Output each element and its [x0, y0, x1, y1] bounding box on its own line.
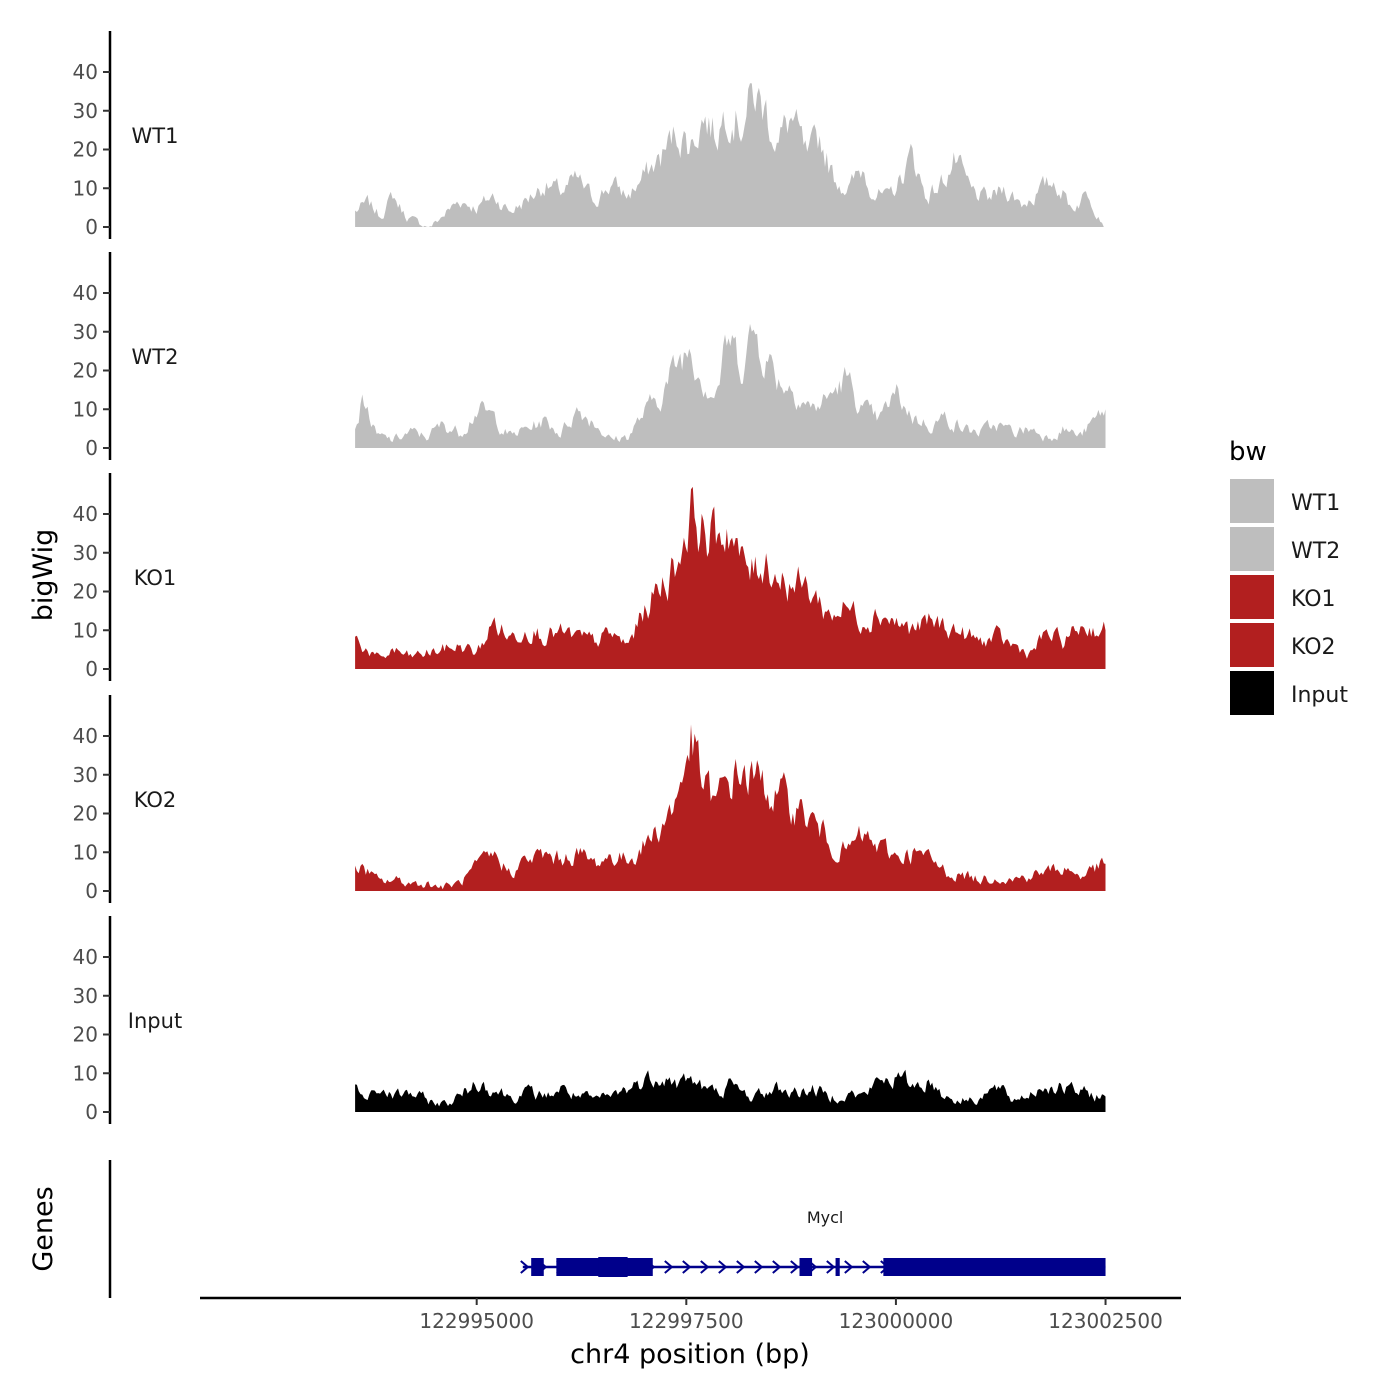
track-label-wt1: WT1 [132, 124, 179, 148]
y-tick-label: 20 [73, 1023, 98, 1047]
strand-arrow [754, 1260, 764, 1274]
gene-exon [835, 1258, 840, 1276]
y-tick-label: 0 [85, 657, 98, 681]
x-axis-title: chr4 position (bp) [570, 1339, 810, 1370]
track-label-wt2: WT2 [132, 345, 179, 369]
strand-arrow [664, 1260, 674, 1274]
y-tick-label: 10 [73, 840, 98, 864]
track-wt2: 0 10 20 30 40 WT2 [73, 252, 1106, 460]
genes-panel-title: Genes [28, 1186, 59, 1271]
legend-label-input: Input [1291, 683, 1348, 708]
legend-key-input [1230, 671, 1274, 715]
track-label-input: Input [128, 1009, 182, 1033]
y-tick-label: 40 [73, 502, 98, 526]
track-ko1: 0 10 20 30 40 KO1 [73, 473, 1106, 681]
legend-label-ko2: KO2 [1291, 635, 1336, 660]
y-tick-label: 20 [73, 580, 98, 604]
y-tick-label: 10 [73, 618, 98, 642]
gene-panel: Mycl [108, 1160, 1106, 1298]
strand-arrow [862, 1260, 872, 1274]
y-tick-label: 30 [73, 99, 98, 123]
signal-area-wt1 [355, 83, 1106, 227]
y-tick-label: 20 [73, 802, 98, 826]
y-tick-label: 20 [73, 138, 98, 162]
track-label-ko1: KO1 [134, 566, 177, 590]
track-label-ko2: KO2 [134, 788, 177, 812]
y-tick-label: 0 [85, 436, 98, 460]
y-tick-label: 40 [73, 945, 98, 969]
strand-arrow [844, 1260, 854, 1274]
gene-exon [531, 1258, 544, 1276]
y-tick-label: 10 [73, 176, 98, 200]
y-tick-label: 40 [73, 281, 98, 305]
legend-key-wt1 [1230, 479, 1274, 523]
tracks-layer: 0 10 20 30 40 WT1 0 10 20 30 40 WT2 0 10 20 30 40 KO1 0 10 2… [73, 31, 1106, 1124]
strand-arrow [736, 1260, 746, 1274]
legend-key-ko1 [1230, 575, 1274, 619]
gene-exon [598, 1257, 628, 1277]
y-tick-label: 30 [73, 984, 98, 1008]
y-tick-label: 30 [73, 763, 98, 787]
legend-key-ko2 [1230, 623, 1274, 667]
x-tick-label: 122997500 [629, 1309, 744, 1333]
strand-arrow [790, 1260, 800, 1274]
y-tick-label: 40 [73, 60, 98, 84]
gene-exon [799, 1258, 813, 1276]
track-wt1: 0 10 20 30 40 WT1 [73, 31, 1106, 239]
signal-area-wt2 [355, 323, 1106, 448]
y-tick-label: 40 [73, 724, 98, 748]
y-tick-label: 0 [85, 879, 98, 903]
track-ko2: 0 10 20 30 40 KO2 [73, 695, 1106, 903]
strand-arrow [520, 1260, 530, 1274]
strand-arrow [826, 1260, 836, 1274]
signal-area-input [355, 1069, 1106, 1112]
x-tick-label: 122995000 [419, 1309, 534, 1333]
strand-arrow [700, 1260, 710, 1274]
legend: bw WT1 WT2 KO1 KO2 Input [1229, 437, 1348, 715]
x-axis: 122995000 122997500 123000000 123002500 [200, 1296, 1181, 1333]
y-tick-label: 30 [73, 541, 98, 565]
gene-label-mycl: Mycl [807, 1208, 844, 1227]
strand-arrow [772, 1260, 782, 1274]
x-tick-label: 123002500 [1048, 1309, 1163, 1333]
y-tick-label: 10 [73, 397, 98, 421]
y-tick-label: 30 [73, 320, 98, 344]
y-tick-label: 0 [85, 215, 98, 239]
signal-area-ko1 [355, 486, 1106, 669]
signal-area-ko2 [355, 724, 1106, 891]
legend-label-wt1: WT1 [1291, 491, 1340, 516]
legend-title: bw [1229, 437, 1267, 467]
y-tick-label: 10 [73, 1061, 98, 1085]
x-tick-label: 123000000 [839, 1309, 954, 1333]
legend-label-wt2: WT2 [1291, 539, 1340, 564]
strand-arrow [718, 1260, 728, 1274]
gene-exon [883, 1258, 1106, 1276]
y-tick-label: 0 [85, 1100, 98, 1124]
strand-arrow [682, 1260, 692, 1274]
legend-label-ko1: KO1 [1291, 587, 1336, 612]
y-tick-label: 20 [73, 359, 98, 383]
y-axis-title: bigWig [28, 529, 59, 622]
track-input: 0 10 20 30 40 Input [73, 916, 1106, 1124]
legend-key-wt2 [1230, 527, 1274, 571]
